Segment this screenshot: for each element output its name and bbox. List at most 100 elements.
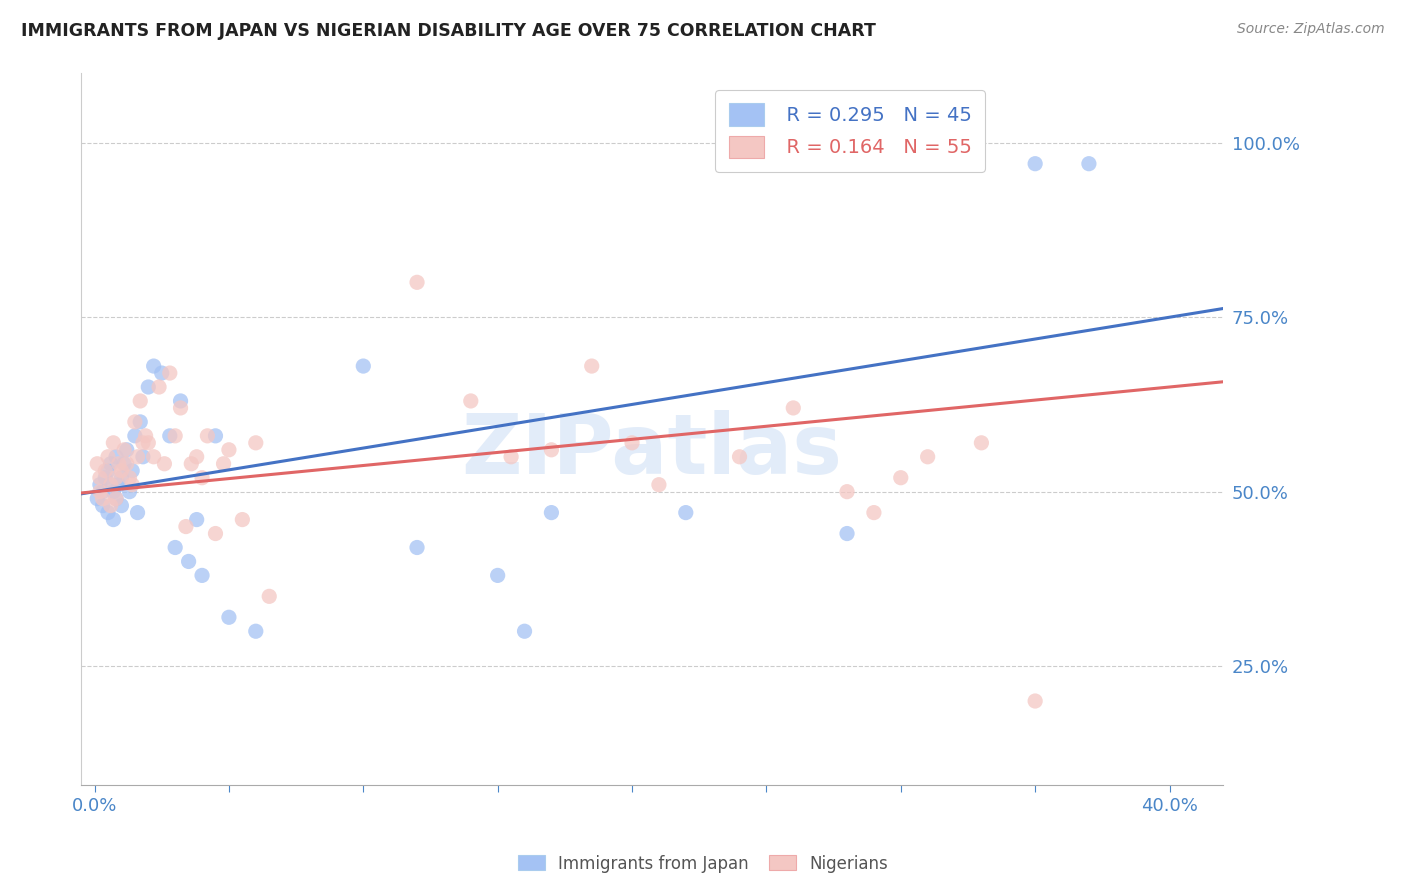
Point	[257, 590, 280, 604]
Point	[150, 366, 173, 380]
Point	[103, 435, 125, 450]
Point	[501, 450, 523, 464]
Point	[159, 366, 181, 380]
Point	[204, 429, 226, 443]
Point	[460, 394, 482, 409]
Point	[917, 450, 939, 464]
Point	[127, 506, 149, 520]
Point	[135, 429, 157, 443]
Point	[105, 471, 128, 485]
Point	[191, 568, 214, 582]
Point	[136, 435, 159, 450]
Point	[107, 477, 129, 491]
Point	[1024, 694, 1046, 708]
Point	[105, 491, 128, 506]
Point	[728, 450, 751, 464]
Point	[86, 491, 108, 506]
Point	[245, 624, 267, 639]
Point	[97, 464, 120, 478]
Point	[97, 506, 120, 520]
Point	[174, 519, 197, 533]
Point	[115, 457, 138, 471]
Point	[148, 380, 170, 394]
Point	[352, 359, 374, 373]
Point	[89, 471, 111, 485]
Point	[218, 442, 240, 457]
Text: IMMIGRANTS FROM JAPAN VS NIGERIAN DISABILITY AGE OVER 75 CORRELATION CHART: IMMIGRANTS FROM JAPAN VS NIGERIAN DISABI…	[21, 22, 876, 40]
Point	[204, 526, 226, 541]
Point	[124, 429, 146, 443]
Point	[112, 442, 135, 457]
Point	[231, 512, 253, 526]
Legend: Immigrants from Japan, Nigerians: Immigrants from Japan, Nigerians	[512, 848, 894, 880]
Point	[177, 554, 200, 568]
Point	[153, 457, 176, 471]
Point	[86, 457, 108, 471]
Point	[165, 429, 187, 443]
Point	[890, 471, 912, 485]
Point	[186, 450, 208, 464]
Point	[105, 491, 128, 506]
Point	[118, 484, 141, 499]
Point	[675, 506, 697, 520]
Point	[648, 477, 671, 491]
Text: ZIPatlas: ZIPatlas	[461, 409, 842, 491]
Point	[835, 526, 858, 541]
Point	[782, 401, 804, 415]
Point	[406, 276, 429, 290]
Point	[1077, 157, 1099, 171]
Point	[180, 457, 202, 471]
Point	[1024, 157, 1046, 171]
Point	[103, 512, 125, 526]
Point	[100, 457, 122, 471]
Point	[245, 435, 267, 450]
Point	[136, 380, 159, 394]
Point	[191, 471, 214, 485]
Point	[970, 435, 993, 450]
Point	[110, 471, 132, 485]
Point	[540, 442, 562, 457]
Point	[863, 506, 886, 520]
Point	[103, 484, 125, 499]
Point	[110, 499, 132, 513]
Point	[107, 457, 129, 471]
Legend:   R = 0.295   N = 45,   R = 0.164   N = 55: R = 0.295 N = 45, R = 0.164 N = 55	[716, 90, 986, 171]
Point	[169, 401, 191, 415]
Point	[110, 464, 132, 478]
Point	[89, 484, 111, 499]
Point	[100, 477, 122, 491]
Point	[186, 512, 208, 526]
Point	[132, 450, 155, 464]
Point	[115, 442, 138, 457]
Point	[127, 450, 149, 464]
Point	[94, 464, 117, 478]
Point	[97, 450, 120, 464]
Point	[486, 568, 509, 582]
Point	[513, 624, 536, 639]
Point	[121, 464, 143, 478]
Point	[132, 435, 155, 450]
Point	[581, 359, 603, 373]
Point	[100, 499, 122, 513]
Point	[212, 457, 235, 471]
Point	[142, 359, 165, 373]
Point	[129, 394, 152, 409]
Point	[105, 450, 128, 464]
Point	[169, 394, 191, 409]
Point	[124, 415, 146, 429]
Point	[118, 471, 141, 485]
Point	[159, 429, 181, 443]
Point	[406, 541, 429, 555]
Point	[540, 506, 562, 520]
Point	[218, 610, 240, 624]
Point	[165, 541, 187, 555]
Point	[197, 429, 219, 443]
Point	[112, 457, 135, 471]
Point	[121, 477, 143, 491]
Point	[91, 499, 114, 513]
Point	[142, 450, 165, 464]
Point	[91, 484, 114, 499]
Point	[100, 477, 122, 491]
Point	[91, 491, 114, 506]
Point	[621, 435, 644, 450]
